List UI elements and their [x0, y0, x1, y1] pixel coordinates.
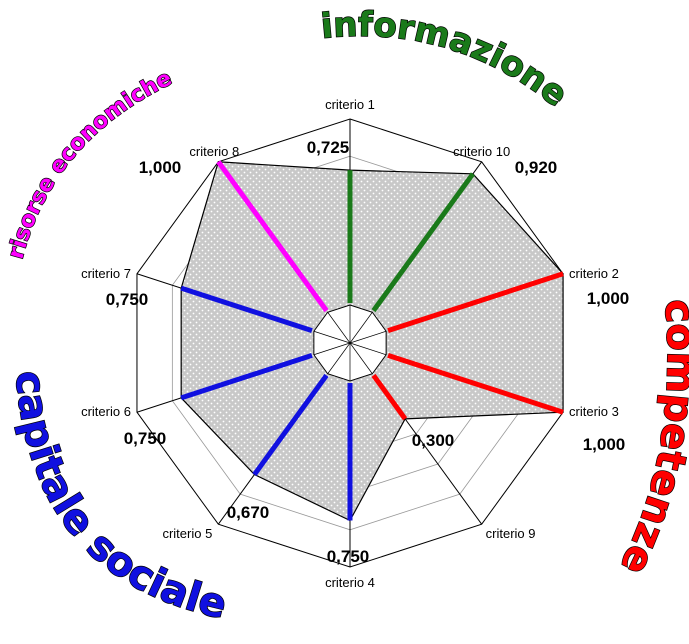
center-spoke	[313, 342, 351, 356]
value-spoke	[387, 271, 564, 334]
value-spoke	[180, 352, 313, 401]
axis-label: criterio 2	[569, 266, 619, 281]
center-spoke	[313, 330, 351, 344]
value-spoke	[371, 373, 408, 421]
axis-label: criterio 6	[81, 404, 131, 419]
value-label: 0,300	[412, 431, 455, 450]
value-spoke	[371, 172, 475, 313]
center-spoke	[349, 342, 387, 356]
axis-label: criterio 1	[325, 97, 375, 112]
center-spoke	[349, 312, 373, 344]
axis-label: criterio 4	[325, 575, 375, 590]
axis-label: criterio 8	[189, 144, 239, 159]
value-spoke	[180, 285, 313, 334]
radar-labels: criterio 1 0,725 criterio 10 0,920 criterio …	[81, 97, 629, 590]
value-spoke	[216, 160, 329, 313]
axis-label: criterio 10	[453, 144, 510, 159]
value-label: 0,750	[106, 290, 149, 309]
center-spoke	[349, 330, 387, 344]
axis-label: criterio 3	[569, 404, 619, 419]
value-spoke	[387, 352, 564, 415]
value-label: 1,000	[139, 158, 182, 177]
value-label: 0,750	[124, 429, 167, 448]
radar-area	[180, 161, 564, 522]
value-label: 1,000	[587, 289, 630, 308]
value-label: 0,920	[515, 158, 558, 177]
axis-label: criterio 9	[486, 526, 536, 541]
center-spoke	[349, 342, 373, 374]
axis-label: criterio 5	[162, 526, 212, 541]
value-label: 0,670	[227, 503, 270, 522]
value-spoke	[252, 373, 329, 477]
value-label: 1,000	[583, 435, 626, 454]
radar-spokes	[180, 160, 564, 521]
axis-label: criterio 7	[81, 266, 131, 281]
center-spoke	[327, 312, 351, 344]
value-label: 0,725	[307, 138, 350, 157]
value-label: 0,750	[327, 547, 370, 566]
center-spoke	[327, 342, 351, 374]
